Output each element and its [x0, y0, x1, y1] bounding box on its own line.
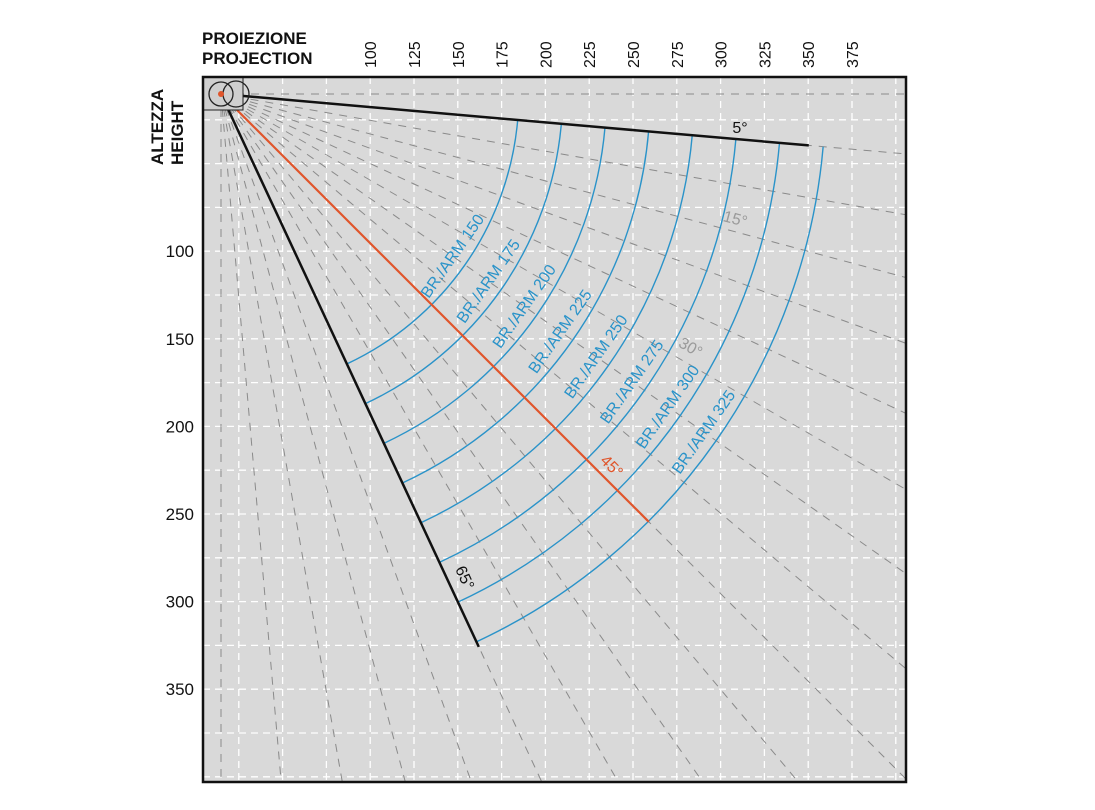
arm-arc: [420, 135, 693, 524]
radial-line: [220, 93, 704, 782]
arm-arc: [383, 127, 606, 444]
x-tick-label: 200: [538, 41, 555, 68]
angle-label: 15°: [721, 208, 749, 231]
radial-line: [220, 93, 282, 782]
x-tick-label: 125: [407, 41, 424, 68]
y-tick-label: 300: [166, 593, 194, 612]
lamp-icon: [208, 81, 234, 107]
arm-arc: [346, 119, 519, 365]
radial-line: [220, 93, 906, 414]
y-tick-label: 150: [166, 330, 194, 349]
radial-line: [220, 93, 472, 782]
y-tick-label: 100: [166, 242, 194, 261]
radial-line: [220, 93, 343, 782]
arm-arc: [457, 142, 781, 603]
y-tick-label: 350: [166, 680, 194, 699]
arm-arc: [365, 123, 563, 405]
x-tick-label: 175: [495, 41, 512, 68]
radial-line: [220, 93, 906, 344]
beam-edge-5: [220, 92, 809, 147]
projection-label-en: PROJECTION: [202, 49, 313, 68]
y-tick-label: 200: [166, 417, 194, 436]
arm-arc: [402, 131, 650, 484]
x-tick-label: 325: [757, 41, 774, 68]
aim-line-45: [220, 93, 650, 523]
x-tick-label: 150: [451, 41, 468, 68]
x-tick-label: 375: [845, 41, 862, 68]
x-tick-label: 100: [363, 41, 380, 68]
beam-edge-65: [219, 93, 480, 648]
arm-arc: [476, 146, 824, 643]
plot-frame: [201, 75, 908, 784]
x-tick-label: 275: [670, 41, 687, 68]
x-tick-label: 250: [626, 41, 643, 68]
radial-line: [220, 93, 619, 782]
arm-arc: [439, 138, 737, 564]
radial-line: [220, 93, 906, 216]
angle-label: 5°: [732, 120, 747, 137]
radial-line: [220, 93, 906, 575]
radial-line: [220, 93, 906, 279]
lamp-center: [218, 91, 224, 97]
projection-label-it: PROIEZIONE: [202, 29, 307, 48]
x-tick-label: 350: [801, 41, 818, 68]
projection-label: PROIEZIONE PROJECTION: [202, 29, 313, 69]
radial-line: [220, 93, 906, 490]
x-tick-label: 225: [582, 41, 599, 68]
x-tick-label: 300: [714, 41, 731, 68]
y-tick-label: 250: [166, 505, 194, 524]
